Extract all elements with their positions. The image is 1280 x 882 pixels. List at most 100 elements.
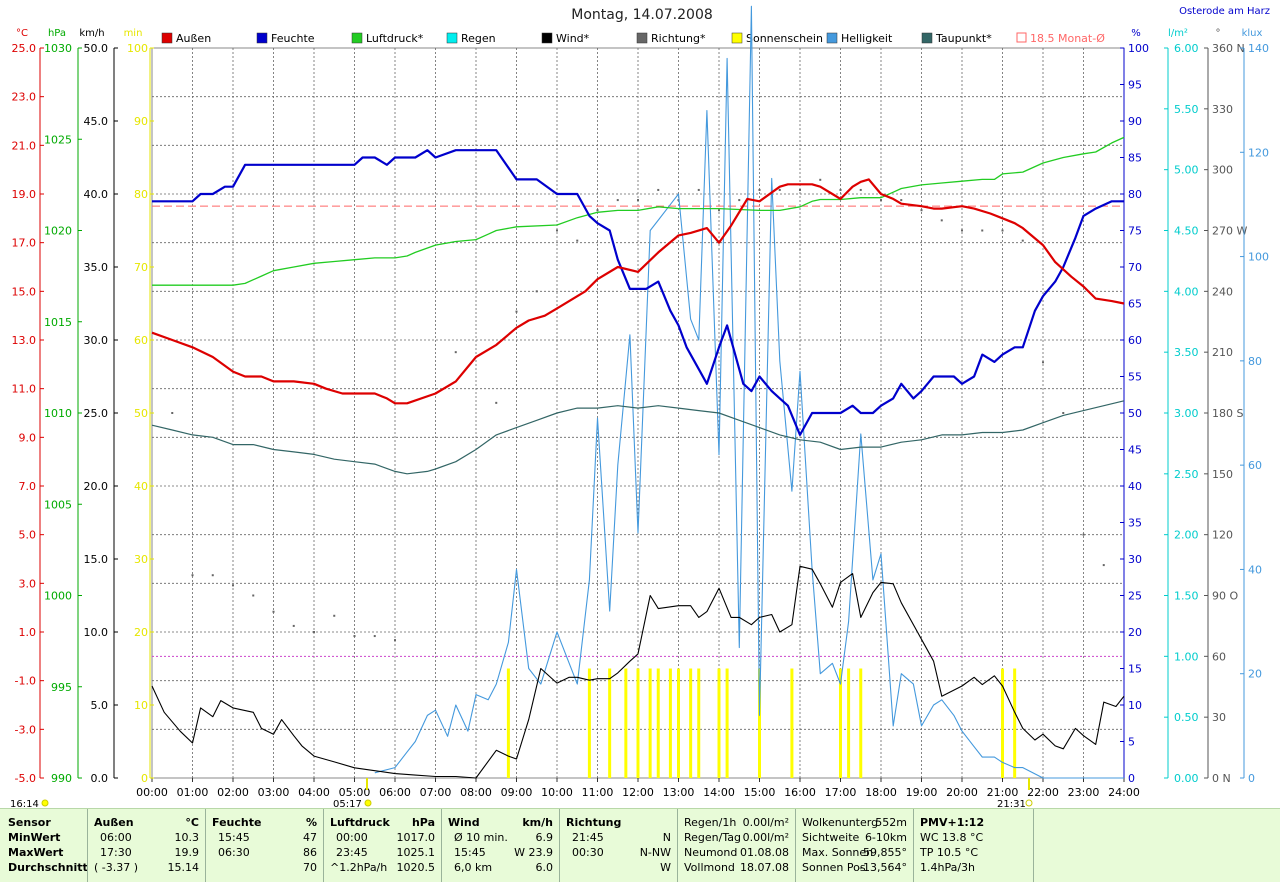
series-aussen-line [151, 178, 1125, 405]
direction-point [981, 229, 984, 232]
direction-point [515, 310, 518, 313]
dir-axis-label: 330 [1212, 103, 1233, 116]
legend-item: Helligkeit [826, 32, 893, 45]
x-tick-label: 11:00 [582, 786, 614, 799]
pct-axis-label: 50 [1128, 407, 1142, 420]
kmh-axis-label: 15.0 [84, 553, 109, 566]
x-tick-label: 06:00 [379, 786, 411, 799]
sunshine-bar [1013, 668, 1017, 778]
pct-axis-label: 95 [1128, 79, 1142, 92]
richtung-r1-value: N [662, 831, 671, 844]
wolken-v1: 552m [875, 816, 907, 829]
chart-title: Montag, 14.07.2008 [571, 7, 713, 23]
regen-v2: 0.00l/m² [742, 831, 789, 844]
pmv-column: PMV+1:12 WC 13.8 °C TP 10.5 °C 1.4hPa/3h [913, 809, 1033, 882]
direction-point [353, 635, 356, 638]
summary-table: Sensor MinWert MaxWert Durchschnitt Auße… [0, 808, 1280, 882]
legend-swatch [351, 32, 363, 44]
location-label: Osterode am Harz [1179, 6, 1270, 17]
klux-axis-label: 120 [1248, 146, 1269, 159]
sunshine-bar [689, 668, 693, 778]
kmh-axis-label: 20.0 [84, 480, 109, 493]
kmh-axis-label: 10.0 [84, 626, 109, 639]
sunshine-bar [656, 668, 660, 778]
temp-axis-label: -5.0 [15, 772, 36, 785]
direction-point [292, 624, 295, 627]
pct-axis-label: 100 [1128, 42, 1149, 55]
rain-axis-label: 4.00 [1174, 285, 1199, 298]
rain-unit-label: l/m² [1168, 28, 1188, 39]
rain-axis-label: 5.50 [1174, 103, 1199, 116]
direction-point [171, 412, 174, 414]
feuchte-min: 47 [303, 831, 317, 844]
pct-axis-label: 45 [1128, 444, 1142, 457]
x-tick-label: 20:00 [946, 786, 978, 799]
direction-point [940, 219, 943, 222]
wind-column: Wind km/h Ø 10 min. 6.9 15:45 W 23.9 6,0… [441, 809, 559, 882]
klux-axis-label: 40 [1248, 563, 1262, 576]
temp-axis-label: 3.0 [19, 577, 37, 590]
legend-label: Feuchte [271, 32, 315, 45]
luftdruck-column: Luftdruck hPa 00:00 1017.0 23:45 1025.1 … [323, 809, 441, 882]
sunset-marker [1025, 799, 1033, 807]
sunshine-bar [1001, 668, 1004, 778]
direction-point [313, 631, 315, 633]
wolken-l4: Sonnen Pos [802, 861, 866, 874]
kmh-axis-label: 25.0 [84, 407, 109, 420]
richtung-r2-value: N-NW [639, 846, 671, 859]
regen-v1: 0.00l/m² [742, 816, 789, 829]
x-tick-label: 17:00 [825, 786, 857, 799]
rain-axis-label: 3.50 [1174, 346, 1199, 359]
rain-axis-label: 2.50 [1174, 468, 1199, 481]
pct-axis-label: 35 [1128, 517, 1142, 530]
x-tick-label: 01:00 [177, 786, 209, 799]
x-tick-label: 23:00 [1068, 786, 1100, 799]
rain-axis-label: 0.00 [1174, 772, 1199, 785]
dir-axis-label: 240 [1212, 285, 1233, 298]
dir-axis-label: 90 O [1212, 590, 1238, 603]
klux-unit-label: klux [1242, 28, 1263, 39]
hpa-axis-label: 1000 [44, 590, 72, 603]
min-axis-label: 30 [134, 553, 148, 566]
direction-point [454, 351, 457, 354]
legend-label: Taupunkt* [935, 32, 992, 45]
legend-label: Wind* [556, 32, 590, 45]
direction-point [961, 229, 963, 232]
min-axis-label: 70 [134, 261, 148, 274]
pct-axis-label: 60 [1128, 334, 1142, 347]
hpa-axis-label: 1015 [44, 316, 72, 329]
x-tick-label: 19:00 [906, 786, 938, 799]
kmh-unit-label: km/h [79, 28, 104, 39]
dir-axis-label: 180 S [1212, 407, 1243, 420]
direction-point [1102, 564, 1105, 567]
dir-axis-label: 120 [1212, 529, 1233, 542]
legend-item: Feuchte [256, 32, 315, 45]
summary-empty [1033, 809, 1280, 882]
direction-point [191, 574, 194, 577]
wolken-v3: 59,855° [863, 846, 907, 859]
richtung-column: Richtung 21:45 N 00:30 N-NW W [559, 809, 677, 882]
temp-axis-label: 13.0 [12, 334, 37, 347]
dir-axis-label: 360 N [1212, 42, 1245, 55]
rain-axis-label: 4.50 [1174, 225, 1199, 238]
pct-axis-label: 85 [1128, 152, 1142, 165]
dir-axis-label: 0 N [1212, 772, 1231, 785]
x-tick-label: 18:00 [865, 786, 897, 799]
pct-axis-label: 70 [1128, 261, 1142, 274]
series-helligkeit-line [374, 5, 1124, 779]
legend-swatch [826, 32, 838, 44]
direction-point [859, 188, 862, 191]
x-tick-label: 22:00 [1027, 786, 1059, 799]
sunshine-bar [624, 668, 628, 778]
rain-axis-label: 2.00 [1174, 529, 1199, 542]
wind-r3-label: 6,0 km [454, 861, 493, 874]
regen-v4: 18.07.08 [740, 861, 789, 874]
pct-axis-label: 20 [1128, 626, 1142, 639]
x-tick-label: 16:00 [784, 786, 816, 799]
feuchte-min-time: 15:45 [218, 831, 250, 844]
luftdruck-avg: 1020.5 [396, 861, 436, 874]
hpa-axis-label: 1010 [44, 407, 72, 420]
sunrise-left-label: 16:14 [10, 799, 39, 808]
sunshine-bar [859, 668, 863, 778]
series-feuchte-line [152, 149, 1124, 436]
